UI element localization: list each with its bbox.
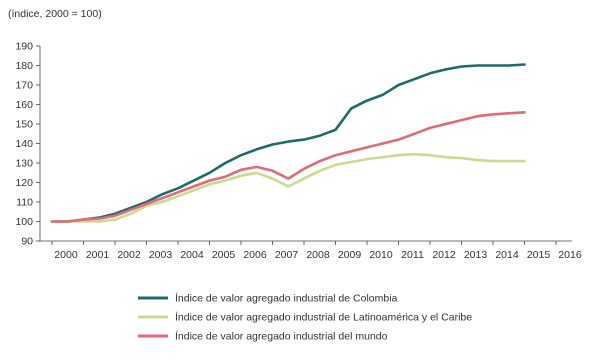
- x-tick-label: 2004: [180, 249, 204, 261]
- x-tick-label: 2014: [495, 249, 519, 261]
- y-tick-label: 150: [15, 119, 33, 131]
- x-tick-label: 2006: [243, 249, 267, 261]
- y-tick-label: 130: [15, 158, 33, 170]
- x-tick-label: 2012: [432, 249, 456, 261]
- series-line-1: [50, 63, 526, 223]
- y-tick-label: 180: [15, 60, 33, 72]
- legend-label-3: Índice de valor agregado industrial del …: [175, 330, 388, 343]
- y-tick-label: 160: [15, 99, 33, 111]
- x-tick-label: 2001: [86, 249, 110, 261]
- x-tick-label: 2015: [527, 249, 551, 261]
- y-tick-label: 90: [21, 236, 33, 248]
- y-tick-label: 100: [15, 216, 33, 228]
- y-tick-label: 170: [15, 80, 33, 92]
- legend: Índice de valor agregado industrial de C…: [138, 292, 472, 343]
- x-tick-label: 2016: [558, 249, 582, 261]
- x-tick-label: 2013: [464, 249, 488, 261]
- y-tick-label: 140: [15, 138, 33, 150]
- y-tick-label: 120: [15, 177, 33, 189]
- x-tick-label: 2000: [54, 249, 78, 261]
- x-tick-label: 2005: [212, 249, 236, 261]
- legend-label-1: Índice de valor agregado industrial de C…: [175, 292, 398, 305]
- series-lines-group: [50, 63, 526, 223]
- x-tick-label: 2002: [117, 249, 141, 261]
- x-tick-label: 2011: [401, 249, 424, 261]
- x-tick-label: 2010: [369, 249, 393, 261]
- x-tick-label: 2008: [306, 249, 330, 261]
- x-tick-label: 2003: [149, 249, 173, 261]
- x-tick-label: 2007: [275, 249, 299, 261]
- y-axis-unit-note: (índice, 2000 = 100): [8, 8, 102, 20]
- x-tick-label: 2009: [338, 249, 362, 261]
- series-line-3: [50, 111, 526, 223]
- y-tick-label: 190: [15, 41, 33, 53]
- y-tick-label: 110: [16, 197, 33, 209]
- x-axis-ticks: 2000 2001 2002 2003 2004 2005 2006 2007 2008 2009…: [51, 241, 582, 261]
- series-line-2: [50, 152, 526, 223]
- y-axis-ticks: 190 180 170 160 150 140 130 120 110 100 90: [15, 41, 40, 248]
- legend-label-2: Índice de valor agregado industrial de L…: [175, 311, 472, 324]
